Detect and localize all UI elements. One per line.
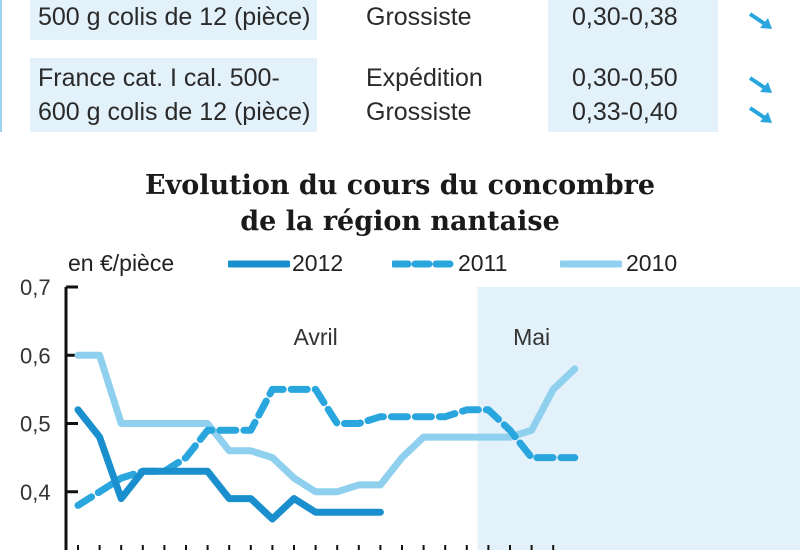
stage-label: Grossiste <box>366 3 472 31</box>
product-label: 600 g colis de 12 (pièce) <box>38 98 311 126</box>
y-tick-label: 0,7 <box>20 275 51 300</box>
mai-band <box>477 287 800 550</box>
series-line-2011 <box>74 385 579 509</box>
price-value: 0,30-0,38 <box>572 3 678 31</box>
legend-swatch-2011 <box>392 260 454 268</box>
legend-swatch-2012 <box>228 260 290 268</box>
price-value: 0,33-0,40 <box>572 98 678 126</box>
price-column-band <box>548 0 718 132</box>
table-left-rule <box>0 0 2 132</box>
trend-down-icon <box>748 106 772 123</box>
series-line-2010 <box>74 351 579 496</box>
stage-label: Grossiste <box>366 98 472 126</box>
product-cell-band <box>30 0 317 40</box>
trend-down-icon <box>748 12 772 29</box>
legend-label-2012: 2012 <box>292 250 344 276</box>
y-tick-label: 0,3 <box>20 548 51 550</box>
month-label: Mai <box>513 324 550 350</box>
chart-title-line: de la région nantaise <box>240 206 560 237</box>
legend-label-2011: 2011 <box>458 250 508 276</box>
legend-swatch-2010 <box>560 260 622 268</box>
stage-label: Expédition <box>366 64 483 92</box>
price-table: 500 g colis de 12 (pièce) Grossiste 0,30… <box>0 0 800 140</box>
product-label: France cat. I cal. 500- <box>38 64 280 92</box>
trend-down-icon <box>748 76 772 93</box>
product-cell-band <box>30 58 317 132</box>
chart-title: Evolution du cours du concombre de la ré… <box>0 168 800 240</box>
y-unit-label: en €/pièce <box>68 250 175 276</box>
product-label: 500 g colis de 12 (pièce) <box>38 3 311 31</box>
price-value: 0,30-0,50 <box>572 64 678 92</box>
chart-title-line: Evolution du cours du concombre <box>144 170 656 201</box>
y-tick-label: 0,5 <box>20 412 51 437</box>
y-tick-label: 0,6 <box>20 343 51 368</box>
month-label: Avril <box>293 324 337 350</box>
y-tick-label: 0,4 <box>20 480 51 505</box>
series-line-2012 <box>74 406 384 523</box>
legend-label-2010: 2010 <box>626 250 678 276</box>
chart-legend: en €/pièce 2012 2011 2010 <box>0 248 800 282</box>
